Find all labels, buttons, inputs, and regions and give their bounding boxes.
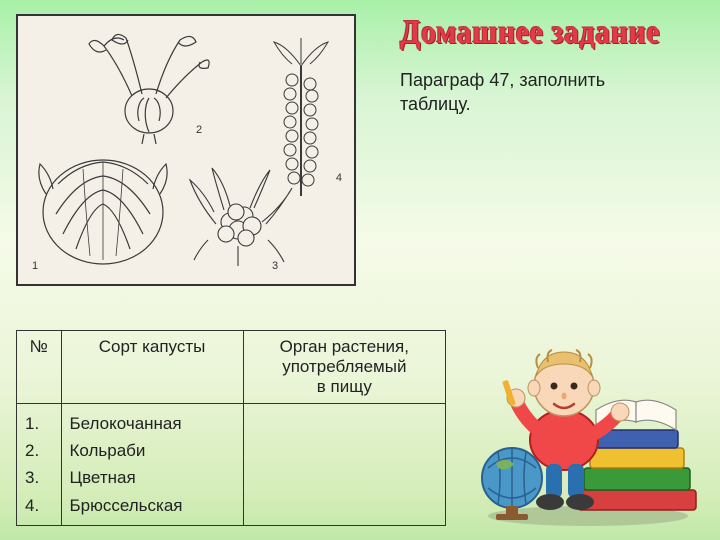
kohlrabi-drawing [84,26,214,146]
col-organ-line2: в пищу [252,377,437,397]
cauliflower-drawing [180,162,298,272]
row-num-2: 2. [25,437,53,464]
col-variety-header: Сорт капусты [61,331,243,404]
table-data-row: 1. 2. 3. 4. Белокочанная Кольраби Цветна… [17,404,446,526]
row-num-1: 1. [25,410,53,437]
col-number-header: № [17,331,62,404]
variety-2: Кольраби [70,437,235,464]
kid-with-books-image [468,318,708,528]
organ-cell-empty [243,404,445,526]
variety-1: Белокочанная [70,410,235,437]
variety-4: Брюссельская [70,492,235,519]
col-organ-line1: Орган растения, употребляемый [252,337,437,377]
assignment-table: № Сорт капусты Орган растения, употребля… [16,330,446,526]
col-organ-header: Орган растения, употребляемый в пищу [243,331,445,404]
white-cabbage-drawing [28,134,178,274]
table-header-row: № Сорт капусты Орган растения, употребля… [17,331,446,404]
row-num-3: 3. [25,464,53,491]
illustration-label-1: 1 [32,260,38,272]
row-num-4: 4. [25,492,53,519]
illustration-label-3: 3 [272,260,278,272]
illustration-label-2: 2 [196,124,202,136]
illustration-frame: 2 4 [16,14,356,286]
variety-3: Цветная [70,464,235,491]
cabbage-illustration: 2 4 [24,22,348,278]
assignment-text: Параграф 47, заполнить таблицу. [400,68,660,117]
page-title: Домашнее задание [400,14,660,52]
illustration-label-4: 4 [336,172,342,184]
